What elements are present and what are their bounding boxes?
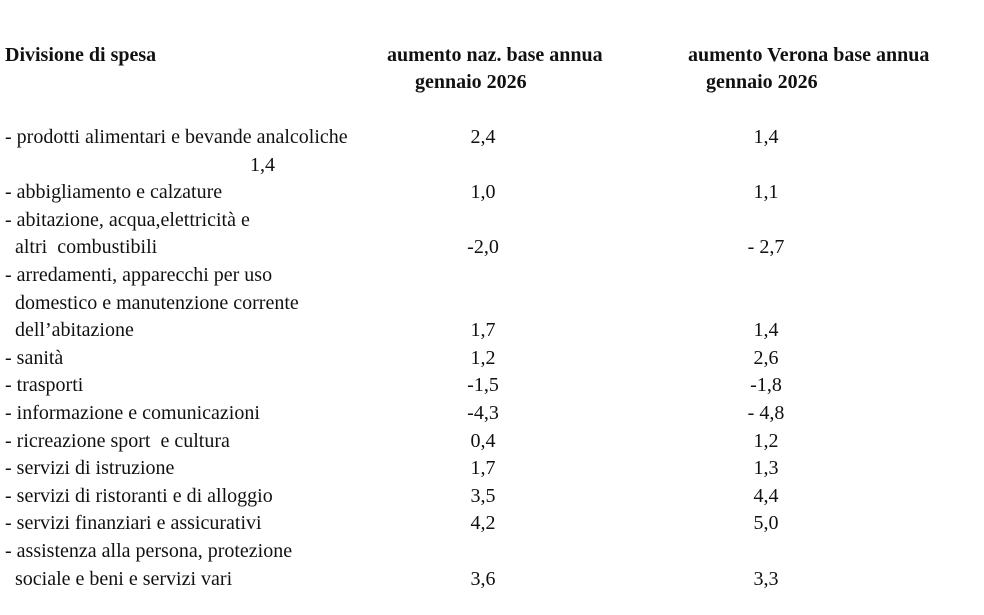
row-label: - sanità [5,346,64,369]
national-value: -2,0 [467,236,499,259]
verona-value: 4,4 [753,484,779,507]
national-value: 1,7 [470,319,496,342]
row-label: sociale e beni e servizi vari [5,567,233,590]
national-value: -1,5 [467,374,499,397]
verona-value: 3,3 [753,567,779,590]
row-label: - prodotti alimentari e bevande analcoli… [5,126,348,148]
national-value: 3,5 [470,484,496,507]
row-label: altri combustibili [5,236,158,259]
verona-value: 5,0 [753,512,779,535]
national-value: -4,3 [467,402,499,424]
national-value: 3,6 [470,567,496,590]
row-label: - ricreazione sport e cultura [5,429,230,452]
header-verona: aumento Verona base annua [688,44,930,66]
header-verona-date: gennaio 2026 [706,71,818,93]
row-label: domestico e manutenzione corrente [5,291,299,314]
verona-value: -1,8 [750,374,782,397]
header-national-date: gennaio 2026 [415,71,527,93]
verona-value: 1,2 [753,429,779,452]
stray-value: 1,4 [250,154,275,176]
row-label: - trasporti [5,374,84,397]
row-label: - arredamenti, apparecchi per uso [5,264,273,286]
national-value: 2,4 [470,126,496,148]
row-label: - servizi di ristoranti e di alloggio [5,484,273,507]
national-value: 4,2 [470,512,496,535]
verona-value: - 2,7 [747,236,785,259]
row-label: - abitazione, acqua,elettricità e [5,208,250,231]
header-national: aumento naz. base annua [387,44,603,66]
header-division: Divisione di spesa [5,44,157,66]
national-value: 1,7 [470,457,496,480]
row-label: dell’abitazione [5,319,134,342]
national-value: 1,0 [470,181,496,204]
verona-value: 1,3 [753,457,779,480]
national-value: 1,2 [470,346,496,369]
verona-value: 1,4 [753,126,779,148]
verona-value: 1,4 [753,319,779,342]
row-label: - abbigliamento e calzature [5,181,223,204]
row-label: - servizi finanziari e assicurativi [5,512,262,535]
row-label: - servizi di istruzione [5,457,175,480]
verona-value: - 4,8 [747,402,785,424]
row-label: - assistenza alla persona, protezione [5,540,293,562]
verona-value: 1,1 [753,181,779,204]
verona-value: 2,6 [753,346,779,369]
row-label: - informazione e comunicazioni [5,402,260,424]
national-value: 0,4 [470,429,496,452]
